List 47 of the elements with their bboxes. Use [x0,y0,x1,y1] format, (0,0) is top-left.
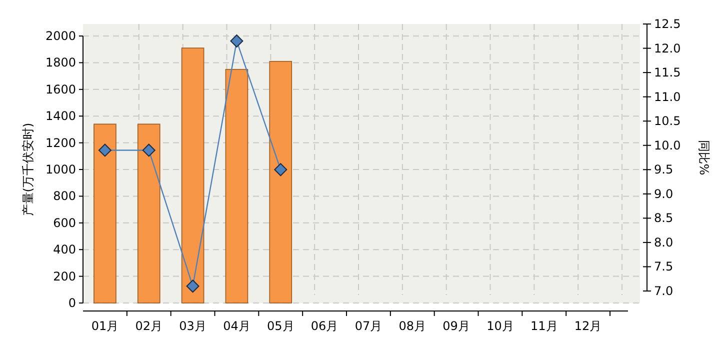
y2-tick-label: 7.0 [654,284,674,298]
x-tick-label: 08月 [398,319,426,333]
y-tick-label: 1800 [45,56,76,70]
x-tick-label: 04月 [223,319,250,333]
y-tick-label: 0 [68,296,76,310]
y2-tick-label: 10.5 [654,114,681,128]
x-tick-label: 12月 [574,319,602,333]
point [98,144,112,157]
x-tick-label: 01月 [91,319,119,333]
y2-tick-label: 10.0 [654,138,681,152]
y-axis-title: 产量(万千伏安时) [21,122,35,216]
point [142,144,156,157]
y2-tick-label: 8.5 [654,211,674,226]
x-tick-label: 10月 [486,319,514,333]
y-tick-label: 200 [53,269,76,284]
point [274,163,288,176]
y2-axis-title: 同比% [697,140,711,176]
x-tick-label: 07月 [354,319,382,333]
bar [269,60,292,304]
y-tick-label: 1000 [45,162,76,176]
y-tick-label: 1400 [45,109,76,124]
x-tick-label: 11月 [530,319,558,333]
y2-tick-label: 11.5 [654,66,681,80]
y2-tick-label: 11.0 [654,90,681,104]
y2-tick-label: 12.0 [654,41,681,56]
y-tick-label: 1200 [45,136,76,150]
x-tick-label: 03月 [179,319,206,333]
x-tick-label: 06月 [310,319,338,333]
y2-tick-label: 8.0 [654,235,674,250]
y-tick-label: 600 [53,216,76,230]
y-tick-label: 1600 [45,82,76,96]
y2-tick-label: 7.5 [654,260,674,274]
point [186,280,200,293]
y2-tick-label: 9.5 [654,162,674,177]
y-tick-label: 800 [53,189,76,204]
bar [225,68,248,304]
x-tick-label: 05月 [266,319,294,333]
point [230,34,244,48]
y-tick-label: 2000 [45,29,76,43]
y-tick-label: 400 [53,242,76,257]
bar [94,124,116,304]
x-tick-label: 09月 [442,319,470,333]
y2-tick-label: 9.0 [654,186,674,201]
x-tick-label: 02月 [135,319,163,333]
y2-tick-label: 12.5 [654,17,681,31]
bar [137,124,160,304]
bar [181,48,204,304]
